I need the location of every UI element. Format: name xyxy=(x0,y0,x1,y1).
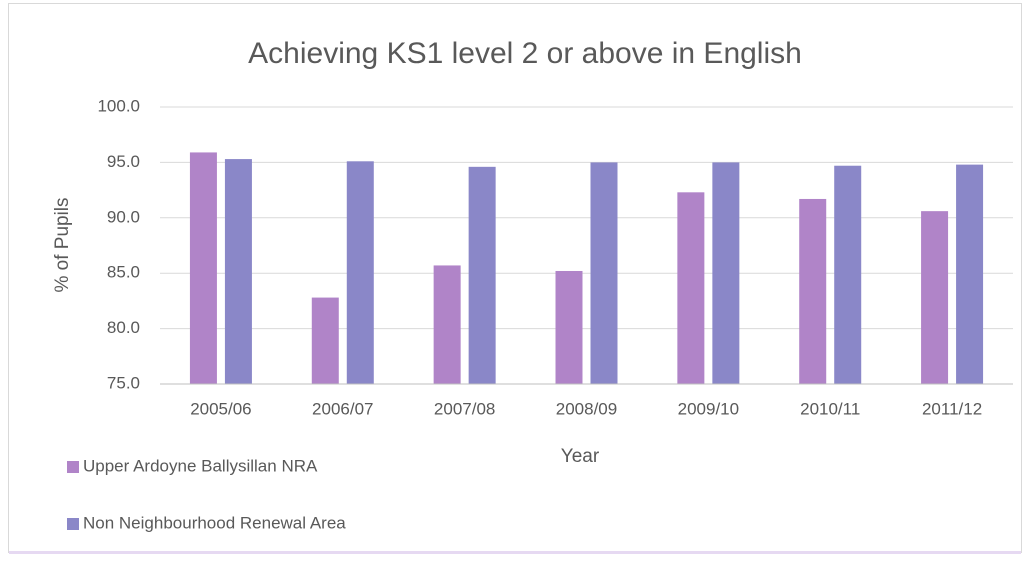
legend-swatch xyxy=(67,461,79,473)
x-tick-label: 2005/06 xyxy=(190,399,251,418)
x-tick-label: 2009/10 xyxy=(678,399,739,418)
bar xyxy=(590,162,618,384)
bar xyxy=(433,265,461,384)
bar xyxy=(346,161,374,384)
bar xyxy=(311,297,339,384)
y-tick-label: 100.0 xyxy=(97,96,140,115)
bar xyxy=(956,164,984,384)
y-tick-label: 90.0 xyxy=(107,207,140,226)
x-tick-label: 2007/08 xyxy=(434,399,495,418)
legend-swatch xyxy=(67,518,79,530)
bar xyxy=(677,192,705,384)
x-axis-label: Year xyxy=(561,446,600,467)
bar xyxy=(921,211,949,384)
x-tick-label: 2006/07 xyxy=(312,399,373,418)
bar xyxy=(712,162,740,384)
x-tick-label: 2011/12 xyxy=(922,399,982,418)
x-tick-label: 2008/09 xyxy=(556,399,617,418)
bar xyxy=(834,165,862,384)
y-tick-label: 85.0 xyxy=(107,263,140,282)
bar xyxy=(224,159,252,384)
bar xyxy=(555,270,583,384)
x-tick-label: 2010/11 xyxy=(800,399,860,418)
chart-title: Achieving KS1 level 2 or above in Englis… xyxy=(248,37,802,70)
bar xyxy=(189,152,217,384)
y-tick-label: 80.0 xyxy=(107,318,140,337)
legend-label: Upper Ardoyne Ballysillan NRA xyxy=(83,456,318,475)
bar xyxy=(799,198,827,384)
y-axis-label: % of Pupils xyxy=(52,197,73,292)
y-tick-label: 95.0 xyxy=(107,152,140,171)
legend-label: Non Neighbourhood Renewal Area xyxy=(83,513,346,532)
y-tick-label: 75.0 xyxy=(107,373,140,392)
bar xyxy=(468,166,496,384)
